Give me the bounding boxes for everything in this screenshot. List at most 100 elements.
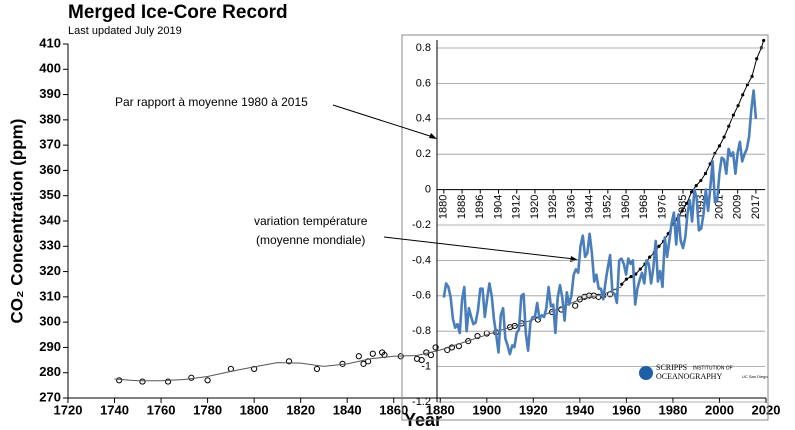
x-tick-label: 1860 xyxy=(379,402,408,417)
y-tick-label: 290 xyxy=(39,339,61,354)
y-tick-label: -0.4 xyxy=(412,254,431,266)
arrow-head xyxy=(570,256,578,262)
x-tick-label: 1985 xyxy=(677,195,689,219)
data-point xyxy=(731,113,736,117)
y-tick-label: -0.6 xyxy=(412,290,431,302)
data-point xyxy=(708,162,712,166)
y-tick-label: 0.2 xyxy=(416,148,431,160)
x-tick-label: 1928 xyxy=(547,195,559,219)
x-tick-label: 1760 xyxy=(147,402,176,417)
y-tick-label: 300 xyxy=(39,314,61,329)
data-point xyxy=(657,244,661,248)
data-point xyxy=(620,282,624,286)
x-tick-label: 1896 xyxy=(474,195,486,219)
data-point xyxy=(727,124,731,128)
x-tick-label: 2009 xyxy=(732,195,744,219)
x-tick-label: 2020 xyxy=(752,402,781,417)
y-tick-label: 0 xyxy=(425,184,431,196)
y-tick-label: 350 xyxy=(39,187,61,202)
data-point xyxy=(736,104,740,108)
data-point xyxy=(251,365,258,373)
y-tick-label: 390 xyxy=(39,86,61,101)
x-tick-label: 1888 xyxy=(456,195,468,219)
y-tick-label: 410 xyxy=(39,35,61,50)
data-point xyxy=(418,356,425,364)
x-tick-label: 2017 xyxy=(750,195,762,219)
x-tick-label: 2000 xyxy=(705,402,734,417)
data-point xyxy=(427,351,435,359)
data-point xyxy=(685,201,689,205)
x-tick-label: 1840 xyxy=(333,402,362,417)
data-point xyxy=(164,378,172,385)
x-tick-label: 1976 xyxy=(656,195,668,219)
logo-text: UC San Diego xyxy=(742,374,768,379)
y-axis-label: CO₂ Concentration (ppm) xyxy=(7,119,26,324)
data-point xyxy=(355,353,362,360)
x-tick-label: 1820 xyxy=(286,402,315,417)
data-point xyxy=(680,209,684,213)
annotation-arrow xyxy=(383,236,575,260)
data-point xyxy=(572,302,579,309)
data-point xyxy=(755,57,759,61)
x-tick-label: 1740 xyxy=(100,402,129,417)
x-tick-label: 1968 xyxy=(638,195,650,219)
data-point xyxy=(689,190,694,194)
y-tick-label: 270 xyxy=(39,389,61,404)
data-point xyxy=(722,135,726,139)
x-tick-label: 1904 xyxy=(492,195,504,219)
x-tick-label: 1944 xyxy=(584,195,596,219)
x-tick-label: 1920 xyxy=(519,402,548,417)
x-tick-label: 1880 xyxy=(438,195,450,219)
y-tick-label: -0.8 xyxy=(412,325,431,337)
data-point xyxy=(204,377,211,384)
data-point xyxy=(116,377,123,384)
data-point xyxy=(713,151,717,156)
x-tick-label: 1952 xyxy=(602,195,614,219)
inset-frame xyxy=(401,34,769,421)
logo-text: SCRIPPS xyxy=(656,363,687,372)
data-point xyxy=(369,350,376,357)
annotation: (moyenne mondiale) xyxy=(256,233,365,247)
data-point xyxy=(624,277,629,281)
annotation-arrow xyxy=(332,104,434,138)
x-tick-label: 1960 xyxy=(620,195,632,219)
data-point xyxy=(699,178,703,183)
data-point xyxy=(139,378,146,385)
y-tick-label: 360 xyxy=(39,162,61,177)
y-tick-label: -1.2 xyxy=(412,396,431,408)
y-tick-label: 370 xyxy=(39,137,61,152)
logo-text: INSTITUTION OF xyxy=(693,365,733,371)
data-point xyxy=(360,360,367,367)
y-tick-label: 0.6 xyxy=(416,77,431,89)
data-point xyxy=(629,275,633,279)
y-tick-label: 320 xyxy=(39,263,61,278)
logo-text: OCEANOGRAPHY xyxy=(656,372,722,381)
data-point xyxy=(365,358,372,365)
y-tick-label: 280 xyxy=(39,364,61,379)
data-point xyxy=(474,332,481,340)
chart-title: Merged Ice-Core Record xyxy=(68,2,288,23)
y-tick-label: -0.2 xyxy=(412,219,431,231)
data-point xyxy=(694,184,698,188)
x-tick-label: 1880 xyxy=(426,402,455,417)
data-point xyxy=(313,365,321,373)
y-tick-label: -1 xyxy=(421,361,431,373)
data-point xyxy=(432,344,439,351)
y-tick-label: 340 xyxy=(39,212,61,227)
x-tick-label: 1720 xyxy=(54,402,83,417)
y-tick-label: 400 xyxy=(39,61,61,76)
x-tick-label: 1980 xyxy=(658,402,687,417)
x-tick-label: 1800 xyxy=(240,402,269,417)
chart-subtitle: Last updated July 2019 xyxy=(68,25,182,37)
data-point xyxy=(750,74,754,78)
y-tick-label: 330 xyxy=(39,238,61,253)
arrow-head xyxy=(429,133,437,139)
data-point xyxy=(648,255,652,259)
data-point xyxy=(762,38,766,43)
data-point xyxy=(638,267,642,271)
data-point xyxy=(745,83,749,87)
x-tick-label: 1960 xyxy=(612,402,641,417)
x-tick-label: 1940 xyxy=(565,402,594,417)
logo-icon xyxy=(639,366,653,380)
